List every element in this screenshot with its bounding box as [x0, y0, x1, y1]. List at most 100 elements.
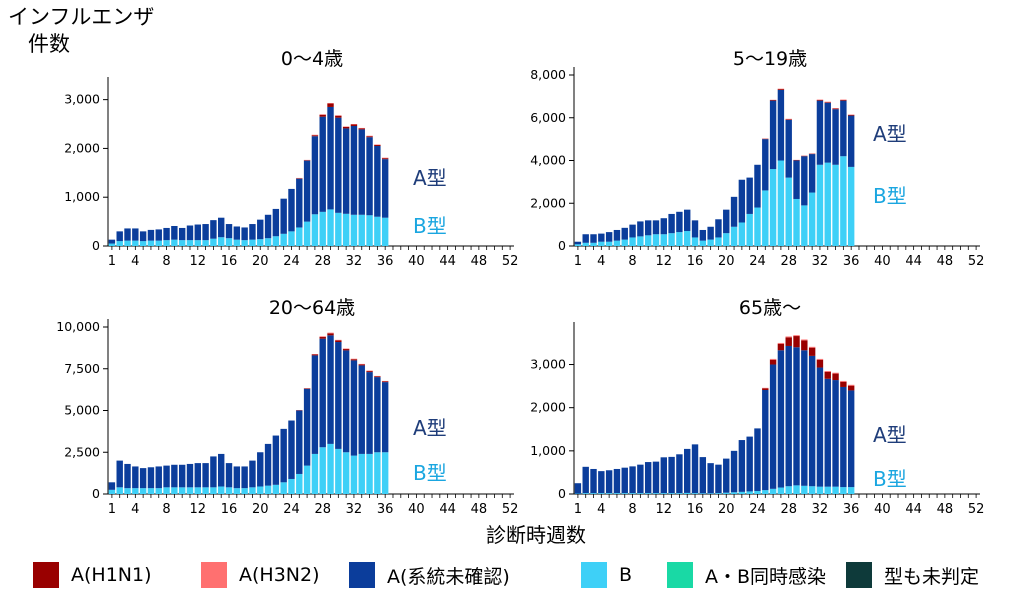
annotation-b-type: B型	[413, 214, 447, 238]
x-tick-label: 16	[687, 502, 704, 517]
bar-segment-20-64-w35-A(系統未確認)	[374, 377, 381, 453]
bar-segment-5-19-w12-B	[660, 234, 667, 246]
legend-item-a-unconfirmed: A(系統未確認)	[349, 560, 510, 590]
bar-segment-20-64-w27-A(系統未確認)	[311, 355, 319, 454]
panel-title-0-4: 0～4歳	[281, 48, 343, 70]
bar-segment-5-19-w5-B	[605, 241, 613, 246]
bar-segment-5-19-w11-A(系統未確認)	[652, 220, 660, 235]
bar-segment-5-19-w33-A(系統未確認)	[824, 102, 831, 163]
bar-segment-20-64-w31-A(H3N2)	[342, 348, 350, 350]
y-tick-label: 8,000	[530, 67, 566, 82]
bar-segment-0-4-w34-A(H1N1)	[366, 136, 373, 138]
bar-segment-65-plus-w33-A(H3N2)	[824, 371, 831, 372]
x-tick-label: 8	[628, 254, 636, 269]
legend-swatch-b	[581, 562, 607, 588]
bar-segment-5-19-w17-B	[699, 240, 707, 246]
x-tick-label: 24	[749, 502, 766, 517]
bar-segment-0-4-w20-B	[257, 239, 264, 246]
bar-segment-65-plus-w30-A(H1N1)	[801, 340, 808, 351]
bar-segment-0-4-w32-B	[350, 214, 358, 246]
annotation-a-type: A型	[873, 423, 907, 447]
x-tick-label: 1	[108, 254, 116, 269]
bar-segment-20-64-w27-B	[311, 453, 319, 494]
bar-segment-65-plus-w13-B	[668, 493, 675, 494]
bar-segment-5-19-w26-A(系統未確認)	[769, 100, 777, 170]
bar-segment-0-4-w24-B	[288, 231, 295, 246]
bar-segment-20-64-w15-A(系統未確認)	[218, 453, 225, 487]
bar-segment-65-plus-w32-A(系統未確認)	[816, 367, 824, 487]
y-tick-label: 2,000	[64, 140, 100, 155]
bar-segment-65-plus-w27-A(系統未確認)	[777, 350, 785, 488]
bar-segment-0-4-w15-A(系統未確認)	[218, 217, 225, 238]
bar-segment-65-plus-w6-B	[613, 493, 621, 494]
x-tick-label: 36	[843, 254, 860, 269]
bar-segment-65-plus-w29-A(H3N2)	[793, 335, 800, 337]
bar-segment-5-19-w19-B	[715, 237, 722, 246]
y-axis-title-line1: インフルエンザ	[8, 5, 155, 29]
bar-segment-0-4-w34-B	[366, 215, 373, 246]
x-tick-label: 4	[597, 502, 605, 517]
bar-segment-0-4-w10-A(系統未確認)	[178, 227, 186, 241]
bar-segment-20-64-w21-A(系統未確認)	[264, 443, 272, 486]
bar-segment-0-4-w16-A(系統未確認)	[225, 224, 233, 239]
legend: A(H1N1) A(H3N2) A(系統未確認) B A・B同時感染 型も未判定	[33, 560, 1013, 590]
bar-segment-5-19-w35-B	[840, 156, 847, 246]
bar-segment-65-plus-w21-B	[730, 492, 738, 494]
bar-segment-20-64-w4-A(系統未確認)	[132, 466, 139, 489]
x-tick-label: 1	[574, 502, 582, 517]
bar-segment-20-64-w26-B	[303, 465, 311, 494]
bar-segment-20-64-w1-B	[108, 489, 116, 494]
x-tick-label: 32	[346, 502, 363, 517]
bar-segment-0-4-w32-A(H1N1)	[350, 124, 358, 126]
x-tick-label: 24	[749, 254, 766, 269]
bar-segment-20-64-w16-A(系統未確認)	[225, 463, 233, 488]
bar-segment-20-64-w30-A(H3N2)	[335, 339, 342, 341]
x-tick-label: 16	[221, 502, 238, 517]
bar-segment-0-4-w33-A(H1N1)	[358, 128, 365, 130]
bar-segment-0-4-w6-A(系統未確認)	[147, 229, 155, 241]
bar-segment-5-19-w7-A(系統未確認)	[621, 227, 628, 240]
panel-title-65-plus: 65歳～	[739, 297, 801, 319]
x-tick-label: 52	[502, 502, 519, 517]
bar-segment-0-4-w32-A(系統未確認)	[350, 125, 358, 215]
bar-segment-20-64-w26-A(H1N1)	[303, 388, 311, 389]
bar-segment-20-64-w20-B	[257, 486, 264, 494]
y-tick-label: 10,000	[56, 319, 100, 334]
bar-segment-20-64-w11-B	[186, 487, 194, 494]
bar-segment-5-19-w30-B	[801, 205, 808, 246]
bar-segment-5-19-w13-B	[668, 233, 675, 246]
bar-segment-0-4-w14-B	[210, 238, 217, 246]
bar-segment-20-64-w36-A(H1N1)	[381, 381, 389, 383]
bar-segment-65-plus-w8-B	[629, 493, 636, 494]
bar-segment-20-64-w12-A(系統未確認)	[194, 463, 201, 488]
x-tick-label: 48	[471, 254, 488, 269]
y-axis-title-line2: 件数	[28, 32, 70, 56]
bar-segment-65-plus-w26-A(H3N2)	[769, 358, 777, 360]
bar-segment-20-64-w27-A(H1N1)	[311, 354, 319, 356]
bar-segment-5-19-w31-A(系統未確認)	[808, 154, 816, 193]
x-tick-label: 44	[905, 502, 922, 517]
legend-swatch-type-undetermined	[846, 562, 872, 588]
x-tick-label: 4	[597, 254, 605, 269]
bar-segment-20-64-w8-B	[163, 487, 170, 494]
bar-segment-20-64-w34-A(系統未確認)	[366, 372, 373, 454]
bar-segment-20-64-w33-B	[358, 453, 365, 494]
x-tick-label: 24	[283, 254, 300, 269]
bar-segment-20-64-w30-A(H1N1)	[335, 340, 342, 343]
bar-segment-65-plus-w30-A(系統未確認)	[801, 350, 808, 486]
bar-segment-0-4-w23-B	[280, 233, 287, 246]
bar-segment-65-plus-w34-A(系統未確認)	[832, 380, 839, 487]
bar-segment-65-plus-w22-B	[738, 491, 746, 494]
bar-segment-0-4-w28-A(系統未確認)	[319, 116, 326, 212]
bar-segment-0-4-w6-B	[147, 240, 155, 246]
bar-segment-0-4-w30-B	[335, 212, 342, 246]
bar-segment-5-19-w9-A(系統未確認)	[637, 221, 644, 237]
bar-segment-5-19-w1-A(系統未確認)	[574, 241, 582, 245]
bar-segment-5-19-w19-A(系統未確認)	[715, 219, 722, 238]
bar-segment-5-19-w32-A(系統未確認)	[816, 100, 824, 165]
bar-segment-65-plus-w4-B	[598, 493, 605, 494]
y-tick-label: 1,000	[64, 189, 100, 204]
bar-segment-5-19-w27-A(系統未確認)	[777, 89, 785, 161]
bar-segment-20-64-w24-B	[288, 478, 295, 494]
